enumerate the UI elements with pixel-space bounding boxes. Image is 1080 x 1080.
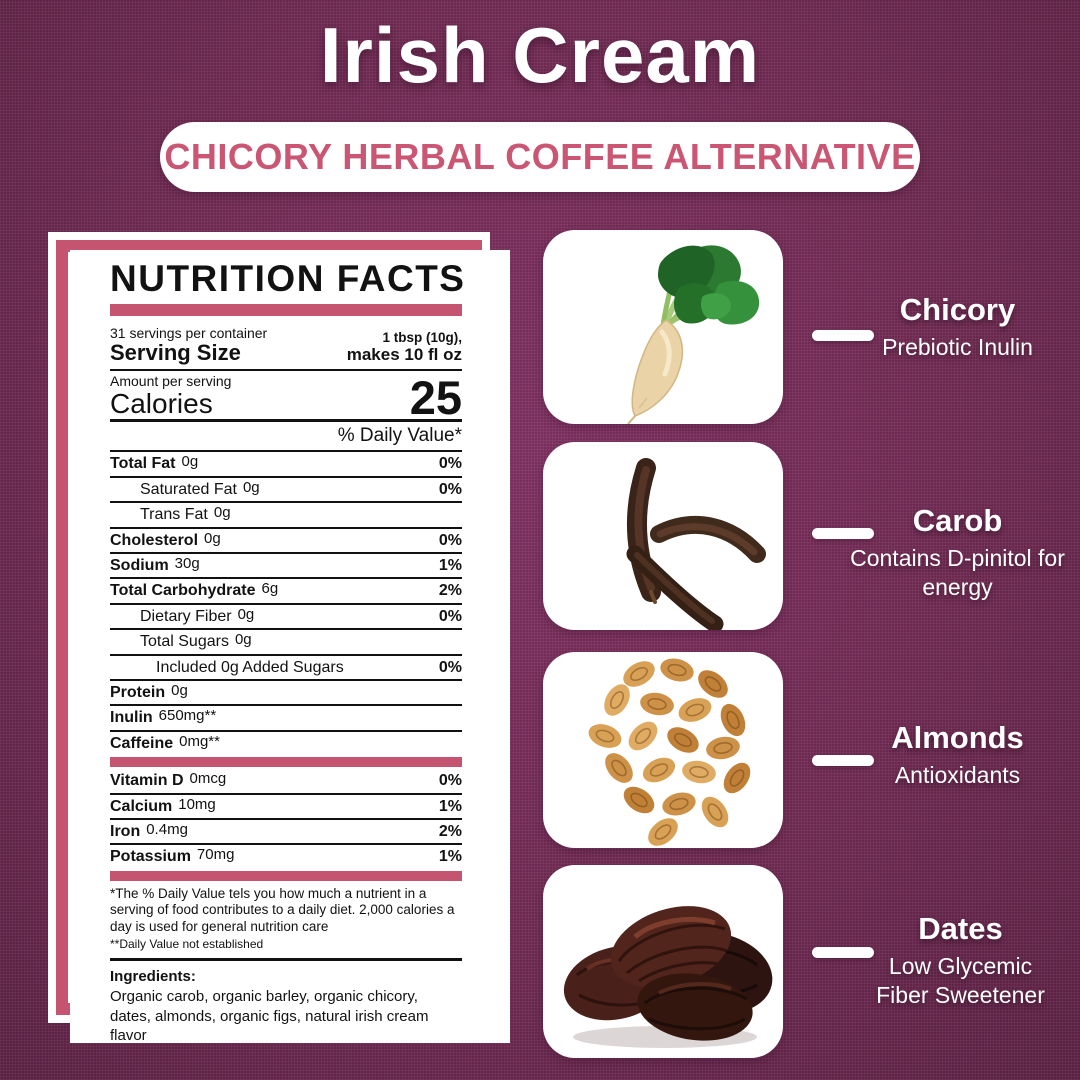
date-front-top (610, 906, 732, 988)
mineral-row-iron: Iron 0.4mg 2% (110, 817, 462, 843)
nutrition-facts-title: NUTRITION FACTS (110, 258, 466, 299)
calories-label: Calories (110, 388, 213, 420)
ingredient-label-almonds: Almonds Antioxidants (850, 720, 1065, 790)
date-front-bottom (637, 973, 753, 1041)
serving-size-amount: 1 tbsp (10g), (382, 329, 462, 345)
ingredient-label-dates: Dates Low Glycemic Fiber Sweetener (868, 911, 1053, 1009)
pink-divider-bar (110, 757, 462, 768)
almonds-photo-tile (543, 652, 783, 848)
nutrient-row-trans-fat: Trans Fat 0g (110, 501, 462, 526)
daily-value-footnote: *The % Daily Value tels you how much a n… (110, 885, 455, 934)
mineral-row-calcium: Calcium 10mg 1% (110, 792, 462, 818)
nutrient-row-total-carbohydrate: Total Carbohydrate 6g 2% (110, 577, 462, 602)
dates-photo-tile (543, 865, 783, 1058)
connector-line-chicory (812, 330, 874, 341)
ingredient-label-carob: Carob Contains D-pinitol for energy (850, 503, 1065, 601)
dates-image (563, 906, 773, 1048)
subtitle-banner-text: CHICORY HERBAL COFFEE ALTERNATIVE (164, 136, 916, 177)
ingredients-list: Organic carob, organic barley, organic c… (110, 988, 429, 1043)
servings-per-container: 31 servings per container (110, 324, 268, 341)
divider-line (110, 369, 462, 372)
ingredients-heading: Ingredients: (110, 968, 196, 986)
pink-divider-bar (110, 303, 462, 316)
serving-size-label: Serving Size (110, 339, 241, 365)
chicory-root (627, 319, 684, 424)
nutrient-row-added-sugars: Included 0g Added Sugars 0% (110, 653, 462, 679)
divider-line (110, 419, 462, 423)
mineral-row-vitamin-d: Vitamin D 0mcg 0% (110, 770, 462, 790)
ingredient-description: Low Glycemic Fiber Sweetener (876, 952, 1045, 1008)
nutrient-row-cholesterol: Cholesterol 0g 0% (110, 526, 462, 552)
nutrient-row-total-sugars: Total Sugars 0g (110, 628, 462, 653)
chicory-photo-tile (543, 230, 783, 424)
calories-value: 25 (409, 371, 462, 425)
ingredient-label-chicory: Chicory Prebiotic Inulin (850, 292, 1065, 362)
nutrition-facts-panel: NUTRITION FACTS 31 servings per containe… (70, 250, 510, 1043)
connector-line-almonds (812, 755, 874, 766)
ingredient-name: Chicory (899, 292, 1016, 327)
nutrient-row-total-fat: Total Fat 0g 0% (110, 450, 462, 475)
ingredient-description: Prebiotic Inulin (882, 333, 1033, 360)
nutrient-row-sodium: Sodium 30g 1% (110, 551, 462, 577)
page-title: Irish Cream (319, 11, 761, 99)
ingredient-name: Dates (918, 911, 1003, 946)
nutrient-row-saturated-fat: Saturated Fat 0g 0% (110, 475, 462, 501)
almonds-image (584, 654, 757, 848)
serving-size-yield: makes 10 fl oz (346, 344, 462, 364)
nutrient-row-inulin: Inulin 650mg** (110, 704, 462, 729)
ingredient-description: Contains D-pinitol for energy (850, 544, 1065, 600)
not-established-footnote: **Daily Value not established (110, 937, 264, 952)
nutrient-row-caffeine: Caffeine 0mg** (110, 729, 462, 755)
ingredient-name: Carob (912, 503, 1003, 538)
connector-line-dates (812, 947, 874, 958)
chicory-leaves (658, 245, 760, 325)
connector-line-carob (812, 528, 874, 539)
subtitle-banner: CHICORY HERBAL COFFEE ALTERNATIVE (160, 122, 920, 192)
carob-pods-image (626, 458, 766, 630)
divider-line (110, 958, 462, 962)
daily-value-header: % Daily Value* (337, 425, 462, 447)
mineral-row-potassium: Potassium 70mg 1% (110, 843, 462, 868)
nutrient-row-protein: Protein 0g (110, 678, 462, 704)
ingredient-name: Almonds (891, 720, 1024, 755)
pink-divider-bar (110, 870, 462, 881)
nutrient-row-dietary-fiber: Dietary Fiber 0g 0% (110, 602, 462, 628)
amount-per-serving: Amount per serving (110, 373, 232, 390)
calories-row: Amount per serving Calories 25 (110, 371, 462, 425)
ingredient-description: Antioxidants (894, 761, 1021, 788)
chicory-root-image (627, 245, 760, 424)
carob-photo-tile (543, 442, 783, 630)
serving-size-row: 31 servings per container Serving Size 1… (110, 324, 462, 369)
